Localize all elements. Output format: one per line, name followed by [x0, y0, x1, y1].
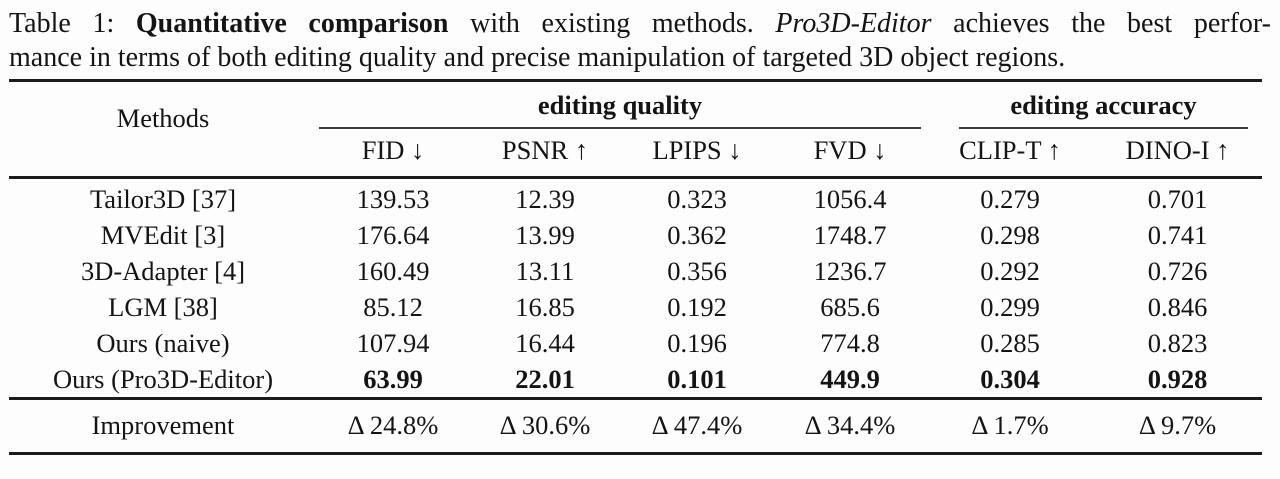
value-cell: 0.292: [980, 256, 1040, 286]
value-cell: 0.741: [1147, 220, 1208, 250]
value-cell: 774.8: [820, 328, 880, 358]
results-table: Methods editing quality editing accuracy…: [9, 79, 1263, 455]
value-cell: 16.44: [515, 328, 575, 358]
metric-header-row: FID ↓ PSNR ↑ LPIPS ↓ FVD ↓ CLIP-T ↑ DINO…: [9, 129, 1263, 179]
improvement-value-cell: Δ 24.8%: [317, 397, 469, 455]
column-header-methods: Methods: [9, 80, 317, 179]
table-caption: Table 1: Quantitative comparison with ex…: [9, 7, 1271, 75]
improvement-label: Improvement: [9, 397, 317, 455]
caption-table-number: Table 1:: [9, 8, 136, 39]
caption-bold-phrase: Quantitative comparison: [135, 8, 449, 39]
column-header-psnr: PSNR ↑: [469, 129, 621, 179]
table-row-ours: Ours (Pro3D-Editor) 63.99 22.01 0.101 44…: [9, 361, 1262, 399]
table-row: 3D-Adapter [4] 160.49 13.11 0.356 1236.7…: [9, 253, 1262, 289]
caption-tail: achieves the best perfor-: [931, 8, 1271, 39]
value-cell-best: 0.304: [980, 364, 1040, 394]
method-cell: LGM [38]: [108, 292, 218, 322]
value-cell: 139.53: [356, 184, 430, 214]
method-cell: Ours (Pro3D-Editor): [52, 364, 274, 394]
improvement-value-cell: Δ 34.4%: [773, 397, 928, 455]
group-header-cell-accuracy: editing accuracy: [927, 81, 1262, 129]
value-cell: 0.285: [980, 328, 1040, 358]
caption-text: with existing methods.: [448, 8, 776, 39]
method-cell: 3D-Adapter [4]: [80, 256, 246, 286]
value-cell: 0.362: [667, 220, 727, 250]
value-cell: 0.279: [980, 184, 1040, 214]
value-cell: 0.823: [1147, 328, 1208, 358]
table-row: LGM [38] 85.12 16.85 0.192 685.6 0.299 0…: [9, 289, 1262, 325]
method-cell: MVEdit [3]: [100, 220, 226, 250]
improvement-row: Improvement Δ 24.8% Δ 30.6% Δ 47.4% Δ 34…: [9, 397, 1263, 455]
value-cell: 0.192: [667, 292, 727, 322]
value-cell-best: 0.928: [1147, 364, 1208, 394]
value-cell: 685.6: [820, 292, 880, 322]
caption-method-name: Pro3D-Editor: [775, 8, 932, 39]
value-cell: 1236.7: [813, 256, 887, 286]
paper-page: Table 1: Quantitative comparison with ex…: [9, 7, 1271, 455]
column-header-lpips: LPIPS ↓: [621, 129, 773, 179]
table-row: Ours (naive) 107.94 16.44 0.196 774.8 0.…: [9, 325, 1262, 361]
value-cell: 1748.7: [813, 220, 887, 250]
column-header-fvd: FVD ↓: [773, 129, 928, 179]
value-cell-best: 0.101: [667, 364, 727, 394]
improvement-value-cell: Δ 47.4%: [621, 397, 773, 455]
value-cell: 13.99: [515, 220, 575, 250]
method-cell: Ours (naive): [96, 328, 230, 358]
group-header-row: Methods editing quality editing accuracy: [9, 80, 1262, 179]
column-header-fid: FID ↓: [317, 129, 469, 179]
column-header-dino-i: DINO-I ↑: [1093, 129, 1263, 179]
value-cell: 0.701: [1147, 184, 1208, 214]
caption-line-1: Table 1: Quantitative comparison with ex…: [9, 7, 1271, 41]
value-cell: 0.196: [667, 328, 727, 358]
column-header-clip-t: CLIP-T ↑: [927, 129, 1094, 179]
value-cell: 107.94: [356, 328, 430, 358]
value-cell-best: 22.01: [515, 364, 575, 394]
improvement-value-cell: Δ 9.7%: [1093, 397, 1263, 455]
value-cell: 0.299: [980, 292, 1040, 322]
improvement-value-cell: Δ 1.7%: [927, 397, 1094, 455]
value-cell: 12.39: [515, 184, 575, 214]
table-row: MVEdit [3] 176.64 13.99 0.362 1748.7 0.2…: [9, 217, 1262, 253]
group-header-cell-quality: editing quality: [317, 81, 927, 129]
group-header-editing-quality: editing quality: [319, 82, 922, 129]
group-header-editing-accuracy: editing accuracy: [959, 82, 1249, 129]
value-cell: 0.323: [667, 184, 727, 214]
value-cell: 1056.4: [813, 184, 887, 214]
value-cell: 16.85: [515, 292, 575, 322]
method-cell: Tailor3D [37]: [89, 184, 237, 214]
value-cell: 0.356: [667, 256, 727, 286]
value-cell: 85.12: [363, 292, 423, 322]
value-cell-best: 63.99: [363, 364, 423, 394]
value-cell: 0.726: [1147, 256, 1208, 286]
table-row: Tailor3D [37] 139.53 12.39 0.323 1056.4 …: [9, 178, 1262, 218]
value-cell-best: 449.9: [820, 364, 880, 394]
value-cell: 13.11: [515, 256, 575, 286]
value-cell: 0.846: [1147, 292, 1208, 322]
improvement-value-cell: Δ 30.6%: [469, 397, 621, 455]
value-cell: 0.298: [980, 220, 1040, 250]
caption-line-2: mance in terms of both editing quality a…: [9, 42, 1066, 73]
value-cell: 176.64: [356, 220, 430, 250]
value-cell: 160.49: [356, 256, 430, 286]
